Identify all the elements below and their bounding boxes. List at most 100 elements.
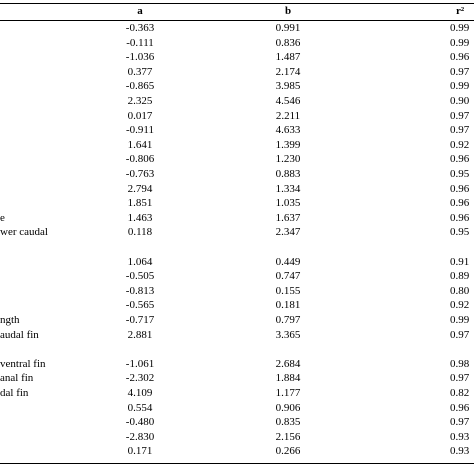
cell-r2: 0.99 (450, 36, 470, 49)
cell-b: 0.836 (275, 36, 301, 49)
cell-r2: 0.96 (450, 153, 470, 166)
table-row: 2.325 4.546 0.90 (0, 94, 474, 109)
cell-r2: 0.99 (450, 80, 470, 93)
header-col-r2: r² (456, 5, 465, 17)
table-row: 2.794 1.334 0.96 (0, 182, 474, 197)
table-row: 0.171 0.266 0.93 (0, 444, 474, 459)
cell-r2: 0.96 (450, 197, 470, 210)
cell-a: 0.554 (127, 401, 153, 414)
cell-r2: 0.82 (450, 387, 470, 399)
cell-a: -0.480 (125, 416, 155, 429)
cell-r2: 0.95 (450, 226, 470, 239)
cell-a: 1.851 (127, 197, 153, 210)
table-row: ventral fin -1.061 2.684 0.98 (0, 357, 474, 372)
cell-b: 3.985 (275, 80, 301, 93)
cell-r2: 0.99 (450, 22, 470, 34)
cell-r2: 0.97 (450, 109, 470, 122)
cell-a: -0.565 (125, 299, 155, 312)
cell-r2: 0.96 (450, 401, 470, 414)
cell-r2: 0.89 (450, 270, 470, 283)
cell-b: 1.230 (275, 153, 301, 166)
table-bottom-rule (0, 463, 474, 464)
cell-r2 (450, 342, 474, 357)
table-row: -0.505 0.747 0.89 (0, 269, 474, 284)
row-label: audal fin (0, 328, 39, 341)
cell-r2: 0.80 (450, 284, 470, 297)
cell-b: 1.637 (275, 211, 301, 224)
cell-a: 1.641 (127, 138, 153, 151)
row-label: e (0, 211, 5, 224)
cell-b: 1.177 (275, 387, 301, 399)
table-row: ngth -0.717 0.797 0.99 (0, 313, 474, 328)
table-row: dal fin 4.109 1.177 0.82 (0, 386, 474, 401)
table-row: -0.111 0.836 0.99 (0, 36, 474, 51)
cell-b: 1.487 (275, 51, 301, 64)
table-row (0, 240, 474, 255)
cell-a: 1.463 (127, 211, 153, 224)
cell-r2: 0.97 (450, 328, 470, 341)
cell-a: -1.036 (125, 51, 155, 64)
cell-b: 0.883 (275, 168, 301, 180)
table-top-rule (0, 3, 474, 4)
cell-r2: 0.96 (450, 182, 470, 195)
cell-r2: 0.90 (450, 95, 470, 107)
cell-r2: 0.92 (450, 299, 470, 312)
cell-b: 0.181 (275, 299, 301, 312)
cell-r2: 0.92 (450, 138, 470, 151)
table-row: -0.480 0.835 0.97 (0, 415, 474, 430)
cell-b: 0.747 (275, 270, 301, 283)
cell-a: -0.363 (125, 22, 155, 34)
cell-a: 1.064 (127, 255, 153, 268)
cell-r2: 0.97 (450, 372, 470, 385)
cell-a: 0.377 (127, 65, 153, 78)
cell-b: 4.633 (275, 124, 301, 137)
cell-b: 0.155 (275, 284, 301, 297)
cell-a: -2.302 (125, 372, 155, 385)
table-row: 0.554 0.906 0.96 (0, 401, 474, 416)
cell-b: 0.991 (275, 22, 301, 34)
cell-r2: 0.96 (450, 51, 470, 64)
cell-a: -0.865 (125, 80, 155, 93)
table-header-row: a b r² (0, 4, 474, 19)
cell-b: 2.174 (275, 65, 301, 78)
row-label: anal fin (0, 372, 34, 385)
table-row: e 1.463 1.637 0.96 (0, 211, 474, 226)
cell-b: 2.684 (275, 357, 301, 370)
cell-b: 0.449 (275, 255, 301, 268)
cell-a: 0.171 (127, 445, 153, 458)
cell-a: -0.806 (125, 153, 155, 166)
cell-r2: 0.95 (450, 168, 470, 180)
header-col-b: b (284, 5, 292, 17)
table-row: -0.363 0.991 0.99 (0, 21, 474, 36)
table-row: 1.064 0.449 0.91 (0, 255, 474, 270)
table-row: 0.017 2.211 0.97 (0, 109, 474, 124)
cell-a: 2.325 (127, 95, 153, 107)
table-row: -0.763 0.883 0.95 (0, 167, 474, 182)
cell-a: 0.118 (127, 226, 153, 239)
cell-a: -2.830 (125, 430, 155, 443)
table-row: anal fin -2.302 1.884 0.97 (0, 371, 474, 386)
cell-a: -0.763 (125, 168, 155, 180)
table-row: -1.036 1.487 0.96 (0, 50, 474, 65)
row-label: ventral fin (0, 357, 46, 370)
cell-a (100, 342, 180, 357)
cell-b: 2.156 (275, 430, 301, 443)
row-label: wer caudal (0, 226, 48, 239)
cell-b: 1.035 (275, 197, 301, 210)
cell-r2: 0.98 (450, 357, 470, 370)
cell-b: 1.399 (275, 138, 301, 151)
cell-r2 (450, 240, 474, 255)
cell-r2: 0.97 (450, 416, 470, 429)
table-row: -0.911 4.633 0.97 (0, 123, 474, 138)
cell-a: 4.109 (127, 387, 153, 399)
table-row (0, 342, 474, 357)
cell-b: 0.835 (275, 416, 301, 429)
table-row: -0.806 1.230 0.96 (0, 152, 474, 167)
cell-r2: 0.97 (450, 65, 470, 78)
cell-a: 2.881 (127, 328, 153, 341)
cell-r2: 0.91 (450, 255, 470, 268)
cell-b: 1.884 (275, 372, 301, 385)
header-col-a: a (137, 5, 143, 17)
cell-b: 2.211 (275, 109, 301, 122)
